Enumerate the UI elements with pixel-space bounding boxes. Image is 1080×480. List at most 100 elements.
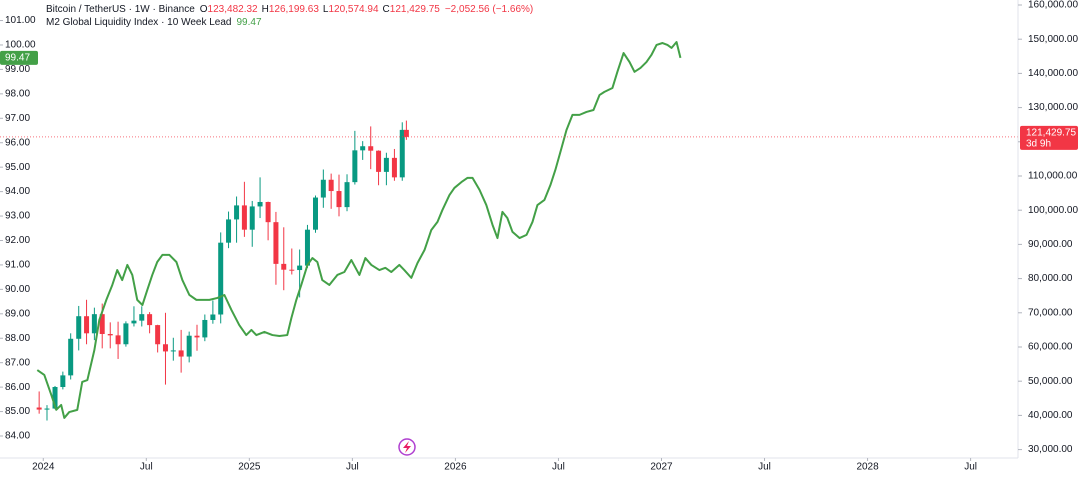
ohlc-key: H bbox=[262, 4, 269, 15]
x-tick-label: 2025 bbox=[238, 462, 261, 473]
candle-body bbox=[68, 338, 74, 376]
legend: Bitcoin / TetherUS · 1W · Binance O123,48… bbox=[46, 4, 533, 28]
y-tick-label: 96.00 bbox=[5, 137, 30, 148]
legend-value: 99.47 bbox=[236, 17, 261, 28]
line-series bbox=[36, 41, 682, 419]
candle-body bbox=[257, 201, 263, 207]
candle-body bbox=[218, 242, 224, 315]
candle-body bbox=[376, 150, 382, 172]
candle-body bbox=[360, 146, 366, 151]
y2-tick-label: 90,000.00 bbox=[1028, 239, 1073, 250]
y-tick-label: 87.00 bbox=[5, 357, 30, 368]
y2-tick-label: 50,000.00 bbox=[1028, 376, 1073, 387]
candle-body bbox=[391, 157, 397, 178]
ohlc-value: 120,574.94 bbox=[328, 4, 378, 15]
x-tick-label: 2026 bbox=[444, 462, 467, 473]
line-badge-label: 99.47 bbox=[5, 53, 30, 64]
candle-body bbox=[194, 335, 200, 338]
countdown-label: 3d 9h bbox=[1026, 139, 1051, 150]
candle-body bbox=[281, 263, 287, 270]
y-tick-label: 88.00 bbox=[5, 333, 30, 344]
candle-body bbox=[44, 408, 50, 410]
y2-tick-label: 100,000.00 bbox=[1028, 205, 1078, 216]
x-tick-label: 2024 bbox=[32, 462, 55, 473]
candle-body bbox=[265, 201, 271, 223]
candle-body bbox=[99, 314, 105, 334]
price-badge bbox=[1020, 125, 1078, 150]
candle-body bbox=[273, 222, 279, 264]
x-tick-label: Jul bbox=[552, 462, 565, 473]
price-badge-label: 121,429.75 bbox=[1026, 128, 1076, 139]
candle-body bbox=[178, 350, 184, 357]
y2-tick-label: 150,000.00 bbox=[1028, 34, 1078, 45]
candle-body bbox=[131, 320, 137, 324]
ohlc-value: 123,482.32 bbox=[208, 4, 258, 15]
candle-body bbox=[84, 316, 90, 334]
ohlc-key: L bbox=[323, 4, 329, 15]
legend-series: Bitcoin / TetherUS · 1W · Binance O123,48… bbox=[46, 4, 533, 15]
candle-body bbox=[162, 344, 168, 352]
y-tick-label: 84.00 bbox=[5, 431, 30, 442]
candle-body bbox=[249, 206, 255, 230]
x-tick-label: Jul bbox=[758, 462, 771, 473]
candle-body bbox=[115, 335, 121, 345]
candle-body bbox=[241, 205, 247, 230]
right-axis-panel bbox=[1018, 0, 1080, 480]
y-tick-label: 86.00 bbox=[5, 382, 30, 393]
legend-change: −2,052.56 (−1.66%) bbox=[445, 4, 533, 15]
legend-series: M2 Global Liquidity Index · 10 Week Lead… bbox=[46, 17, 262, 28]
ohlc-value: 126,199.63 bbox=[269, 4, 319, 15]
x-tick-label: Jul bbox=[964, 462, 977, 473]
legend-title: Bitcoin / TetherUS · 1W · Binance bbox=[46, 4, 195, 15]
candle-body bbox=[336, 191, 342, 208]
candle-body bbox=[76, 316, 82, 339]
candle-body bbox=[170, 350, 176, 352]
x-tick-label: Jul bbox=[346, 462, 359, 473]
candle-body bbox=[139, 314, 145, 321]
candle-body bbox=[226, 219, 232, 243]
candle-body bbox=[210, 314, 216, 320]
candle-body bbox=[383, 157, 389, 172]
candle-body bbox=[36, 407, 42, 410]
candle-body bbox=[320, 179, 326, 198]
ohlc-key: C bbox=[383, 4, 390, 15]
x-tick-label: 2027 bbox=[650, 462, 673, 473]
candle-body bbox=[297, 265, 303, 271]
y2-tick-label: 70,000.00 bbox=[1028, 307, 1073, 318]
event-icon[interactable] bbox=[398, 438, 416, 456]
candle-body bbox=[304, 229, 310, 266]
y-tick-label: 85.00 bbox=[5, 406, 30, 417]
ohlc-key: O bbox=[200, 4, 208, 15]
ohlc-value: 121,429.75 bbox=[390, 4, 440, 15]
line-badge bbox=[0, 50, 38, 65]
y-tick-label: 89.00 bbox=[5, 308, 30, 319]
y2-tick-label: 140,000.00 bbox=[1028, 68, 1078, 79]
candle-body bbox=[147, 314, 153, 326]
y2-tick-label: 110,000.00 bbox=[1028, 171, 1078, 182]
candle-body bbox=[344, 182, 350, 208]
y-tick-label: 93.00 bbox=[5, 211, 30, 222]
candle-body bbox=[403, 129, 409, 137]
y2-tick-label: 130,000.00 bbox=[1028, 102, 1078, 113]
candle-body bbox=[155, 325, 161, 345]
y-tick-label: 98.00 bbox=[5, 88, 30, 99]
candle-body bbox=[368, 146, 374, 151]
y-tick-label: 91.00 bbox=[5, 260, 30, 271]
candle-body bbox=[234, 205, 240, 220]
y2-tick-label: 80,000.00 bbox=[1028, 273, 1073, 284]
y-tick-label: 94.00 bbox=[5, 186, 30, 197]
y-tick-label: 92.00 bbox=[5, 235, 30, 246]
y-tick-label: 100.00 bbox=[5, 40, 36, 51]
candle-body bbox=[202, 319, 208, 338]
candle-body bbox=[91, 314, 97, 334]
y-tick-label: 97.00 bbox=[5, 113, 30, 124]
y-tick-label: 90.00 bbox=[5, 284, 30, 295]
candle-body bbox=[60, 375, 66, 388]
y2-tick-label: 60,000.00 bbox=[1028, 342, 1073, 353]
y-tick-label: 99.00 bbox=[5, 64, 30, 75]
candle-body bbox=[52, 387, 58, 409]
